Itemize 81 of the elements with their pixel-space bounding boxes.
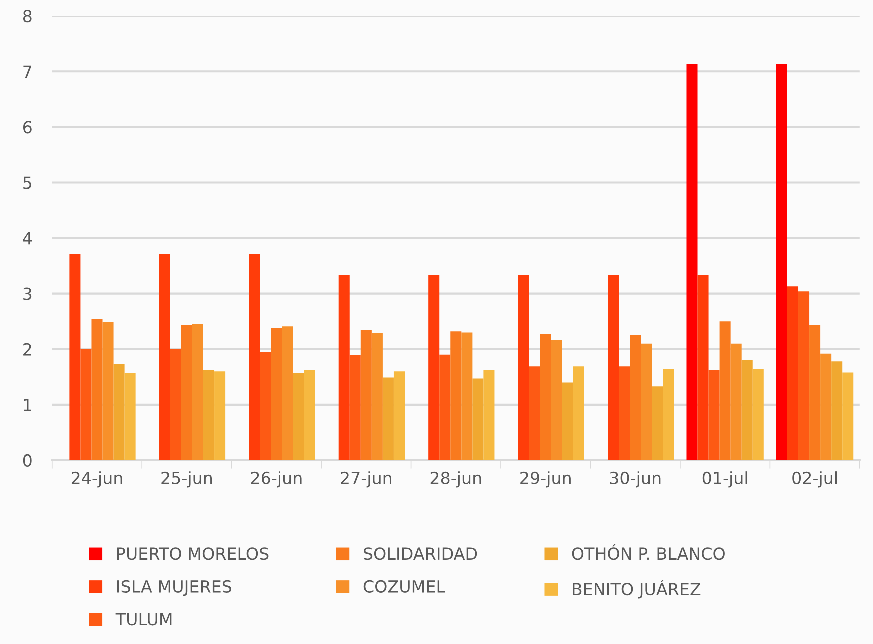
y-tick-label: 2	[24, 343, 32, 356]
x-tick-label: 30-jun	[610, 472, 661, 488]
bar	[810, 325, 821, 460]
bar	[170, 349, 182, 460]
bar	[249, 254, 260, 460]
bar	[742, 360, 753, 460]
bar	[573, 366, 584, 460]
x-tick-label: 25-jun	[162, 472, 212, 488]
bar	[832, 362, 843, 460]
bar	[686, 64, 698, 460]
legend-label: BENITO JUÁREZ	[573, 580, 701, 599]
bar	[360, 330, 372, 460]
y-tick-label: 0	[23, 454, 32, 468]
bar	[529, 366, 540, 460]
bar	[641, 344, 652, 460]
bar	[663, 369, 674, 460]
x-tick-label: 26-jun	[251, 472, 302, 488]
x-tick-label: 29-jun	[520, 472, 571, 488]
bar	[787, 286, 799, 460]
bar	[540, 334, 552, 460]
x-tick-label: 02-jul	[792, 472, 838, 488]
bar	[842, 372, 854, 460]
bar	[462, 332, 473, 460]
bar	[271, 328, 282, 460]
bar	[159, 254, 170, 460]
bar	[70, 254, 81, 460]
bar	[776, 64, 788, 460]
legend-label: SOLIDARIDAD	[364, 548, 478, 560]
bar	[304, 370, 316, 460]
bar	[338, 275, 350, 460]
bar	[450, 332, 462, 460]
bar	[562, 382, 574, 460]
y-tick-label: 8	[23, 10, 32, 23]
y-tick-label: 3	[24, 288, 32, 300]
legend-label: ISLA MUJERES	[118, 580, 232, 596]
bar	[820, 354, 832, 460]
bar	[551, 340, 562, 460]
bar	[608, 275, 620, 460]
bar	[472, 378, 484, 460]
bar	[630, 335, 642, 460]
y-tick-label: 1	[24, 399, 32, 412]
bar	[619, 366, 630, 460]
bar	[518, 275, 530, 460]
y-tick-label: 5	[24, 176, 32, 190]
x-tick-label: 28-jun	[430, 472, 482, 488]
bar	[652, 386, 664, 460]
x-tick-label: 01-jul	[702, 472, 748, 488]
bar	[382, 378, 394, 460]
bar	[372, 333, 383, 460]
bar	[282, 326, 294, 460]
bar	[114, 364, 125, 460]
bar	[720, 322, 731, 460]
y-tick-label: 7	[24, 66, 32, 78]
bar	[440, 354, 451, 460]
bar	[428, 275, 440, 460]
bar	[214, 372, 226, 460]
x-tick-label: 24-jun	[72, 472, 122, 488]
legend-label: PUERTO MORELOS	[118, 548, 269, 560]
bar	[293, 373, 304, 460]
bar	[260, 352, 272, 460]
bar	[394, 372, 405, 460]
bar	[124, 373, 136, 460]
y-tick-label: 4	[23, 232, 32, 245]
legend-label: OTHÓN P. BLANCO	[572, 544, 725, 560]
bar	[730, 344, 742, 460]
bar	[708, 370, 720, 460]
bar	[80, 349, 92, 460]
y-tick-label: 6	[23, 121, 32, 134]
legend-label: COZUMEL	[364, 580, 446, 593]
bar	[752, 369, 764, 460]
bar	[204, 370, 215, 460]
bar	[698, 275, 709, 460]
legend-label: TULUM	[116, 613, 172, 626]
bar	[192, 324, 204, 460]
bar	[798, 292, 810, 460]
bar	[350, 355, 361, 460]
bar	[484, 370, 495, 460]
bar	[102, 322, 114, 460]
bar	[92, 319, 103, 460]
x-tick-label: 27-jun	[341, 472, 392, 488]
bar	[181, 325, 192, 460]
